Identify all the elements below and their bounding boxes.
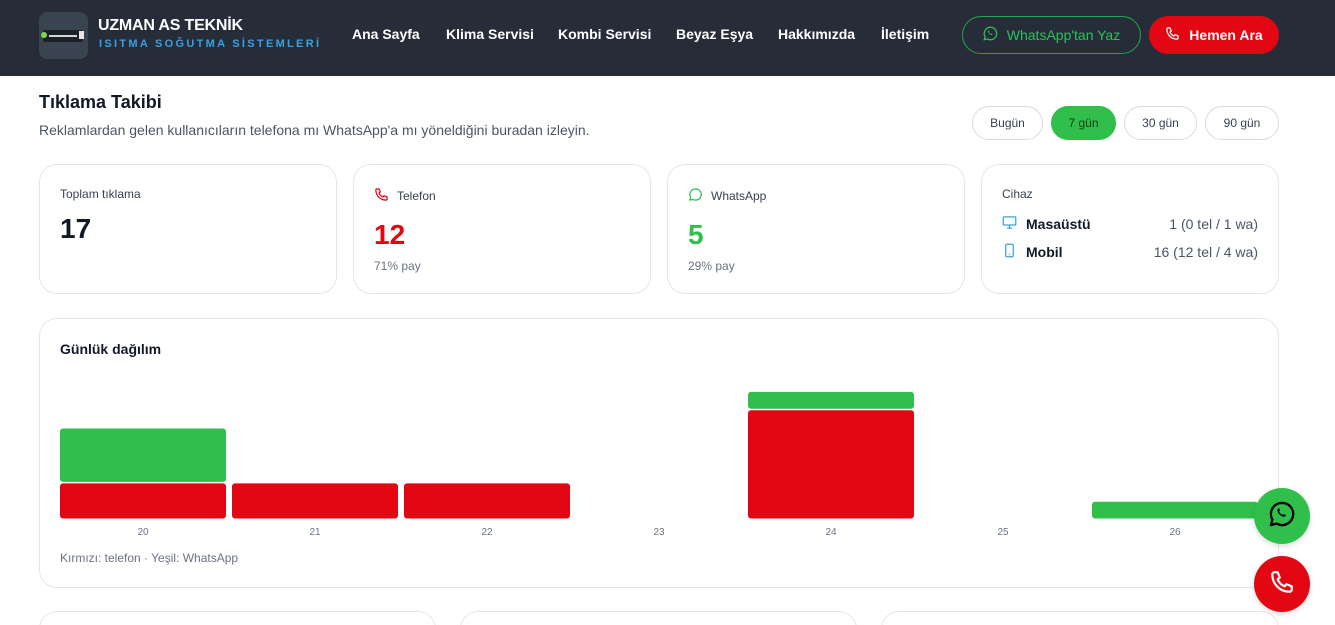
- whatsapp-icon: [1268, 500, 1296, 533]
- brand-title[interactable]: UZMAN AS TEKNİK: [98, 17, 243, 34]
- phone-clicks-value: 12: [374, 219, 406, 250]
- bar-whatsapp-26: [1092, 501, 1258, 519]
- x-tick-label: 21: [309, 527, 321, 538]
- brand-subtitle: ISITMA SOĞUTMA SİSTEMLERİ: [99, 38, 322, 50]
- whatsapp-button[interactable]: WhatsApp'tan Yaz: [962, 16, 1141, 54]
- x-tick-label: 20: [137, 527, 149, 538]
- mobile-icon: [1002, 243, 1017, 261]
- bar-telefon-21: [232, 483, 398, 519]
- phone-clicks-card: Telefon 12 71% pay: [353, 164, 651, 294]
- device-value: 16 (12 tel / 4 wa): [1153, 244, 1258, 260]
- x-tick-label: 24: [825, 527, 837, 538]
- bar-telefon-20: [60, 483, 226, 519]
- page-title: Tıklama Takibi: [39, 92, 162, 112]
- range-30-days-button[interactable]: 30 gün: [1124, 106, 1197, 140]
- brand-logo[interactable]: [39, 12, 88, 59]
- page-description: Reklamlardan gelen kullanıcıların telefo…: [39, 122, 590, 138]
- total-clicks-value: 17: [60, 213, 92, 244]
- whatsapp-clicks-label: WhatsApp: [711, 189, 767, 203]
- nav-item-home[interactable]: Ana Sayfa: [352, 26, 420, 42]
- bottom-card: [881, 611, 1279, 625]
- chart-title: Günlük dağılım: [60, 341, 162, 357]
- bar-telefon-22: [404, 483, 570, 519]
- device-name: Mobil: [1026, 244, 1063, 260]
- chart-legend: Kırmızı: telefon · Yeşil: WhatsApp: [60, 551, 239, 565]
- x-tick-label: 23: [653, 527, 665, 538]
- call-button-label: Hemen Ara: [1189, 27, 1263, 43]
- nav-item-beyaz-esya[interactable]: Beyaz Eşya: [676, 26, 754, 42]
- whatsapp-button-label: WhatsApp'tan Yaz: [1006, 27, 1121, 43]
- whatsapp-clicks-card: WhatsApp 5 29% pay: [667, 164, 965, 294]
- bar-telefon-24: [748, 410, 914, 519]
- nav-item-about[interactable]: Hakkımızda: [778, 26, 856, 42]
- device-value: 1 (0 tel / 1 wa): [1169, 216, 1258, 232]
- x-tick-label: 26: [1169, 527, 1181, 538]
- phone-icon: [1165, 26, 1180, 44]
- phone-icon: [374, 187, 389, 205]
- device-name: Masaüstü: [1026, 216, 1091, 232]
- x-tick-label: 25: [997, 527, 1009, 538]
- whatsapp-clicks-value: 5: [688, 219, 704, 250]
- device-row-mobile: Mobil 16 (12 tel / 4 wa): [1002, 242, 1258, 262]
- nav-item-contact[interactable]: İletişim: [881, 26, 930, 42]
- daily-distribution-card: Günlük dağılım 20 21 22 23 24 25 26 Kırmızı: t…: [39, 318, 1279, 588]
- phone-icon: [1269, 569, 1295, 600]
- whatsapp-clicks-header: WhatsApp: [688, 187, 766, 205]
- call-now-button[interactable]: Hemen Ara: [1149, 16, 1279, 54]
- bottom-card: [460, 611, 857, 625]
- total-clicks-card: Toplam tıklama 17: [39, 164, 337, 294]
- phone-clicks-share: 71% pay: [374, 259, 421, 273]
- device-row-desktop: Masaüstü 1 (0 tel / 1 wa): [1002, 214, 1258, 234]
- range-90-days-button[interactable]: 90 gün: [1205, 106, 1279, 140]
- floating-whatsapp-button[interactable]: [1254, 488, 1310, 544]
- site-header: UZMAN AS TEKNİK ISITMA SOĞUTMA SİSTEMLER…: [0, 0, 1335, 76]
- nav-item-kombi[interactable]: Kombi Servisi: [558, 26, 652, 42]
- whatsapp-clicks-share: 29% pay: [688, 259, 735, 273]
- x-tick-label: 22: [481, 527, 493, 538]
- floating-call-button[interactable]: [1254, 556, 1310, 612]
- total-clicks-label: Toplam tıklama: [60, 187, 141, 201]
- nav-item-klima[interactable]: Klima Servisi: [446, 26, 534, 42]
- bar-whatsapp-24: [748, 391, 914, 409]
- bottom-card: [39, 611, 436, 625]
- phone-clicks-label: Telefon: [397, 189, 436, 203]
- device-label: Cihaz: [1002, 187, 1033, 201]
- daily-distribution-chart: 20 21 22 23 24 25 26: [60, 391, 1258, 538]
- desktop-icon: [1002, 215, 1017, 233]
- range-7-days-button[interactable]: 7 gün: [1051, 106, 1116, 140]
- bar-whatsapp-20: [60, 428, 226, 482]
- device-card: Cihaz Masaüstü 1 (0 tel / 1 wa) Mobil 16…: [981, 164, 1279, 294]
- whatsapp-icon: [983, 26, 998, 44]
- whatsapp-icon: [688, 187, 703, 205]
- phone-clicks-header: Telefon: [374, 187, 436, 205]
- range-today-button[interactable]: Bugün: [972, 106, 1043, 140]
